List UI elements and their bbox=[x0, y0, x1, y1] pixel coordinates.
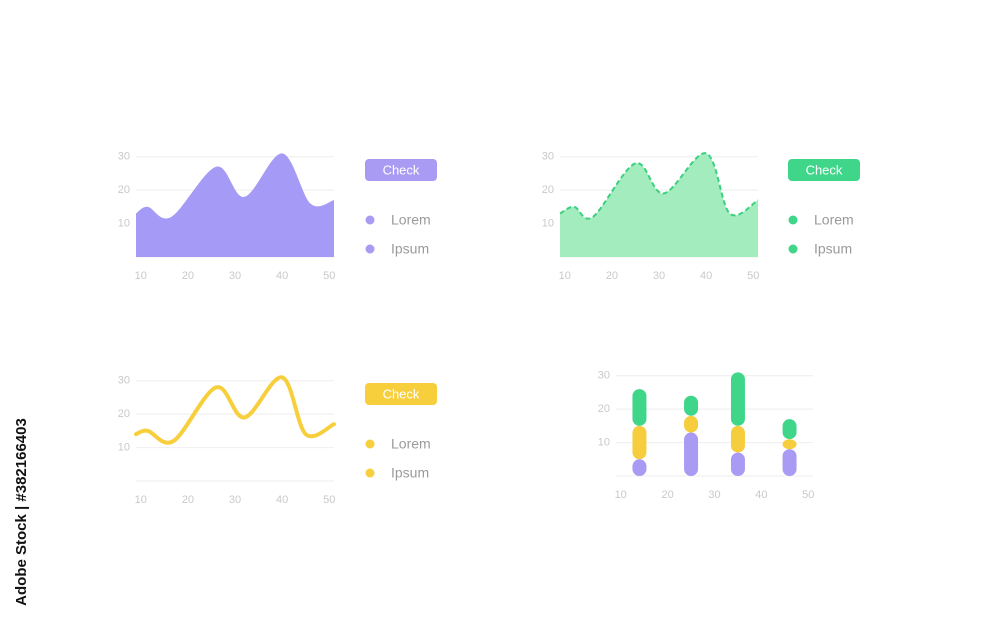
y-tick-label: 30 bbox=[118, 375, 130, 387]
bar-segment bbox=[632, 425, 647, 460]
x-tick-label: 40 bbox=[700, 270, 712, 282]
x-tick-label: 40 bbox=[276, 270, 288, 282]
legend-dot bbox=[365, 215, 375, 225]
x-tick-label: 30 bbox=[653, 270, 665, 282]
check-button-label: Check bbox=[383, 162, 420, 177]
y-tick-label: 30 bbox=[598, 370, 610, 382]
bar-segment bbox=[684, 432, 699, 476]
bar-segment bbox=[782, 419, 797, 440]
bar-segment bbox=[730, 372, 745, 426]
y-tick-label: 10 bbox=[118, 217, 130, 229]
x-tick-label: 10 bbox=[135, 270, 147, 282]
x-tick-label: 20 bbox=[606, 270, 618, 282]
y-tick-label: 20 bbox=[598, 403, 610, 415]
x-tick-label: 50 bbox=[747, 270, 759, 282]
legend-dot bbox=[365, 244, 375, 254]
x-tick-label: 10 bbox=[135, 494, 147, 506]
check-button[interactable] bbox=[365, 383, 437, 405]
legend-label: Lorem bbox=[391, 212, 431, 228]
y-tick-label: 30 bbox=[542, 151, 554, 163]
y-tick-label: 20 bbox=[118, 184, 130, 196]
legend-label: Ipsum bbox=[814, 241, 852, 257]
legend-label: Lorem bbox=[814, 212, 854, 228]
legend-dot bbox=[788, 215, 798, 225]
x-tick-label: 30 bbox=[229, 494, 241, 506]
bar-segment bbox=[684, 415, 699, 433]
check-button[interactable] bbox=[788, 159, 860, 181]
x-tick-label: 20 bbox=[182, 270, 194, 282]
bar-segment bbox=[684, 395, 699, 416]
y-tick-label: 20 bbox=[118, 408, 130, 420]
line bbox=[134, 375, 336, 445]
bar-segment bbox=[782, 449, 797, 476]
legend-dot bbox=[365, 468, 375, 478]
x-tick-label: 40 bbox=[755, 489, 767, 501]
x-tick-label: 30 bbox=[229, 270, 241, 282]
check-button-label: Check bbox=[806, 162, 843, 177]
legend-dot bbox=[365, 439, 375, 449]
x-tick-label: 30 bbox=[708, 489, 720, 501]
y-tick-label: 10 bbox=[598, 436, 610, 448]
area bbox=[560, 153, 758, 257]
area bbox=[136, 153, 334, 257]
x-tick-label: 50 bbox=[323, 494, 335, 506]
x-tick-label: 50 bbox=[802, 489, 814, 501]
legend-label: Lorem bbox=[391, 436, 431, 452]
x-tick-label: 10 bbox=[615, 489, 627, 501]
bar-segment bbox=[632, 459, 647, 476]
y-tick-label: 10 bbox=[542, 217, 554, 229]
legend-label: Ipsum bbox=[391, 241, 429, 257]
x-tick-label: 20 bbox=[661, 489, 673, 501]
x-tick-label: 50 bbox=[323, 270, 335, 282]
bar-segment bbox=[632, 389, 647, 426]
y-tick-label: 10 bbox=[118, 441, 130, 453]
check-button[interactable] bbox=[365, 159, 437, 181]
bar-segment bbox=[730, 452, 745, 476]
legend-dot bbox=[788, 244, 798, 254]
stock-label: Adobe Stock | #382166403 bbox=[13, 418, 30, 606]
bar-segment bbox=[730, 425, 745, 453]
area-outline bbox=[559, 152, 759, 220]
bar-segment bbox=[782, 439, 797, 450]
x-tick-label: 40 bbox=[276, 494, 288, 506]
y-tick-label: 30 bbox=[118, 151, 130, 163]
x-tick-label: 10 bbox=[559, 270, 571, 282]
legend-label: Ipsum bbox=[391, 465, 429, 481]
check-button-label: Check bbox=[383, 386, 420, 401]
y-tick-label: 20 bbox=[542, 184, 554, 196]
x-tick-label: 20 bbox=[182, 494, 194, 506]
